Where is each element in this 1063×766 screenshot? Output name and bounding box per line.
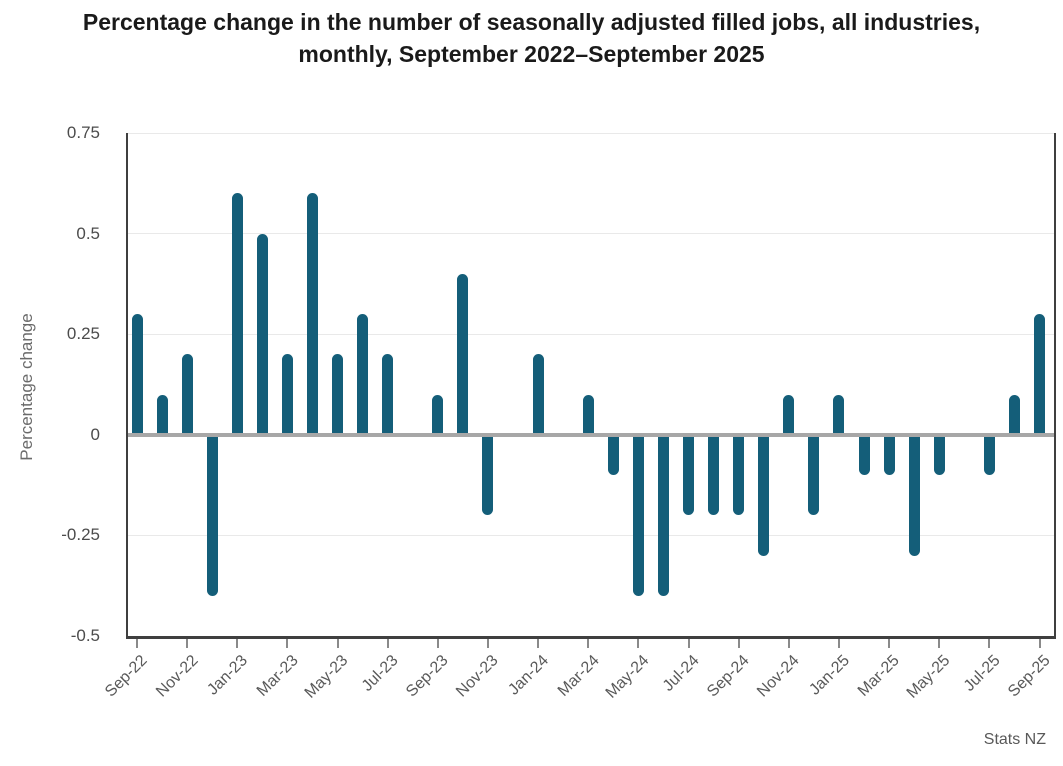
bar-May-25 (933, 434, 945, 476)
x-tick-label: Mar-24 (554, 652, 603, 700)
x-tick (938, 639, 941, 648)
bar-Nov-24 (783, 394, 795, 435)
bar-Jul-24 (683, 434, 695, 516)
x-tick (186, 639, 189, 648)
x-tick (737, 639, 740, 648)
x-tick-label: Jul-25 (960, 652, 1004, 695)
bar-Aug-24 (708, 434, 720, 516)
bar-Jan-23 (231, 193, 243, 435)
bar-Jan-25 (833, 394, 845, 435)
bar-Apr-24 (607, 434, 619, 476)
bar-Mar-24 (582, 394, 594, 435)
x-tick (236, 639, 239, 648)
bar-Jan-24 (532, 354, 544, 435)
x-tick (286, 639, 289, 648)
bar-Sep-25 (1034, 314, 1046, 435)
x-tick-label: Sep-25 (1005, 652, 1054, 701)
x-tick-label: Jan-23 (204, 652, 252, 699)
x-tick (687, 639, 690, 648)
gridline (127, 132, 1055, 134)
bar-Jun-24 (657, 434, 669, 596)
x-tick (136, 639, 138, 648)
bar-Oct-22 (156, 394, 168, 435)
x-tick-label: Nov-24 (754, 652, 803, 701)
bar-Oct-23 (457, 273, 469, 435)
x-tick-label: Nov-22 (152, 652, 202, 701)
x-tick-label: Jan-25 (806, 652, 853, 699)
x-tick (587, 639, 590, 648)
bar-May-23 (332, 354, 344, 435)
bar-Feb-23 (256, 233, 268, 435)
bar-Mar-23 (281, 354, 293, 435)
right-axis-line (1054, 133, 1056, 636)
x-tick-label: Jul-23 (358, 652, 402, 695)
chart-title: Percentage change in the number of seaso… (82, 9, 981, 67)
y-axis-tick-labels: 0.75 0.5 0.25 0 -0.25 -0.5 (0, 123, 100, 645)
y-tick-label: 0 (90, 424, 100, 444)
x-tick (386, 639, 389, 648)
x-tick-label: Mar-23 (253, 652, 302, 700)
x-tick (988, 639, 991, 648)
source-attribution: Stats NZ (983, 731, 1046, 748)
bar-Dec-24 (808, 434, 820, 516)
x-axis-line (126, 636, 1056, 639)
plot-area (126, 132, 1056, 639)
bar-Nov-23 (482, 434, 494, 516)
y-tick-label: -0.5 (70, 626, 100, 645)
x-tick-label: Nov-23 (453, 652, 503, 701)
gridline (127, 233, 1055, 235)
x-tick-label: Jul-24 (659, 652, 703, 695)
bar-May-24 (632, 434, 644, 596)
bar-Apr-23 (306, 193, 318, 435)
x-tick (436, 639, 439, 648)
bar-Feb-25 (858, 434, 870, 476)
y-tick-label: 0.25 (66, 324, 100, 344)
x-tick (537, 639, 540, 648)
bar-Nov-22 (181, 354, 193, 435)
bar-Mar-25 (883, 434, 895, 476)
x-tick-label: Sep-23 (403, 652, 452, 701)
bar-Jun-23 (357, 314, 369, 435)
gridline (127, 534, 1055, 536)
x-tick (1038, 639, 1041, 648)
x-tick-label: May-23 (301, 652, 352, 702)
bar-Apr-25 (908, 434, 920, 556)
x-tick-label: Sep-22 (102, 652, 152, 701)
y-tick-label: 0.75 (66, 123, 100, 142)
bar-Jul-25 (983, 434, 995, 476)
y-axis-line (126, 133, 128, 636)
bar-Oct-24 (758, 434, 770, 556)
x-tick (837, 639, 840, 648)
bar-Sep-22 (131, 314, 143, 435)
y-tick-label: -0.25 (61, 525, 100, 545)
bar-Sep-24 (733, 434, 745, 516)
x-tick-label: Jan-24 (505, 652, 553, 699)
x-tick-label: Mar-25 (855, 652, 904, 700)
bar-Aug-25 (1008, 394, 1020, 435)
y-tick-label: 0.5 (76, 223, 100, 243)
bar-Sep-23 (432, 394, 444, 435)
x-tick-label: May-24 (602, 652, 653, 702)
x-tick-label: May-25 (903, 652, 954, 702)
x-tick-label: Sep-24 (704, 652, 753, 701)
gridline (127, 333, 1055, 335)
x-tick (336, 639, 339, 648)
bar-Jul-23 (382, 354, 394, 435)
bar-Dec-22 (206, 434, 218, 596)
x-tick (787, 639, 790, 648)
zero-line (127, 432, 1055, 437)
x-tick (486, 639, 489, 648)
x-tick (888, 639, 891, 648)
x-tick (637, 639, 640, 648)
